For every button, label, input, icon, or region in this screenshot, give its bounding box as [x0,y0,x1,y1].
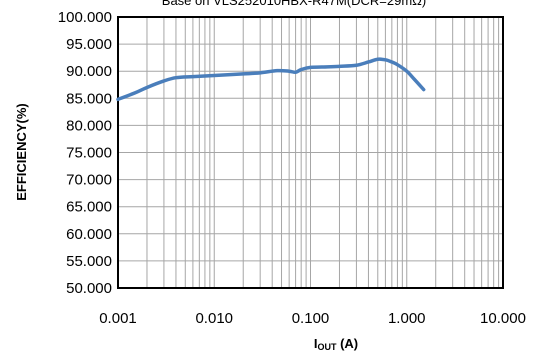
x-tick-label: 1.000 [388,310,426,327]
x-axis-title-main: I [314,336,318,351]
x-tick-label: 0.010 [195,310,233,327]
x-axis-title-unit: (A) [336,336,358,351]
plot-area-border [117,16,504,289]
x-axis-title: IOUT (A) [314,336,358,352]
grid-lines [117,16,503,289]
y-tick-label: 65.000 [66,199,112,216]
y-tick-label: 60.000 [66,226,112,243]
y-tick-label: 90.000 [66,63,112,80]
efficiency-series-line [116,57,426,102]
y-axis-title: EFFICIENCY(%) [14,103,29,201]
y-tick-label: 50.000 [66,280,112,297]
chart-title: Base on VLS252010HBX-R47M(DCR=29mΩ) [162,0,426,8]
y-tick-label: 100.000 [58,9,112,26]
y-tick-label: 55.000 [66,253,112,270]
y-tick-label: 75.000 [66,145,112,162]
x-tick-labels: 0.001 0.010 0.100 1.000 10.000 [99,310,526,327]
y-tick-labels: 50.000 55.000 60.000 65.000 70.000 75.000 80.0… [58,9,112,297]
y-tick-label: 95.000 [66,36,112,53]
y-tick-label: 85.000 [66,90,112,107]
y-tick-label: 80.000 [66,117,112,134]
x-tick-label: 0.001 [99,310,137,327]
x-tick-label: 10.000 [480,310,526,327]
x-axis-title-subscript: OUT [317,342,337,352]
y-tick-label: 70.000 [66,172,112,189]
x-tick-label: 0.100 [292,310,330,327]
